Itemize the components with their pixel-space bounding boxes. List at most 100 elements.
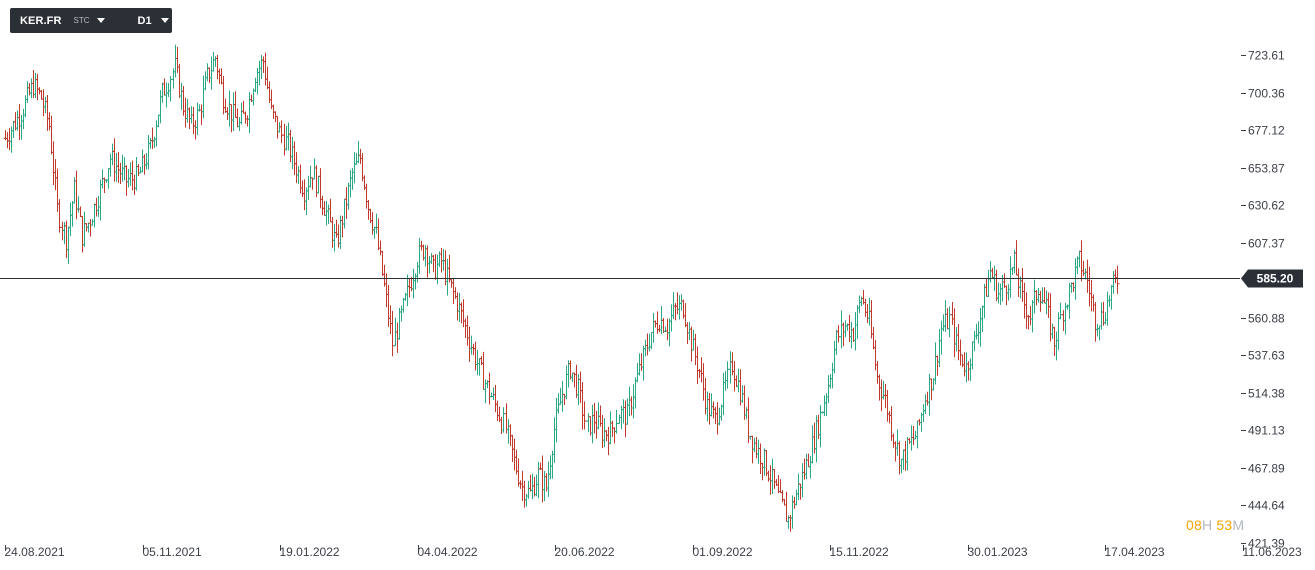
ohlc-bar xyxy=(401,297,406,313)
timeframe-dropdown-chevron-icon[interactable] xyxy=(160,18,169,23)
ohlc-bar xyxy=(919,412,924,432)
ohlc-bar xyxy=(734,375,739,388)
ohlc-bar xyxy=(205,63,210,82)
ohlc-bar xyxy=(219,68,224,85)
ohlc-bar xyxy=(60,221,65,241)
ohlc-bar xyxy=(899,458,904,474)
ohlc-bar xyxy=(132,174,137,196)
ohlc-bar xyxy=(76,196,81,213)
ohlc-bar xyxy=(378,240,383,256)
ohlc-bar xyxy=(160,82,165,103)
ohlc-bar xyxy=(31,69,36,99)
ohlc-bar xyxy=(229,104,234,133)
ohlc-bar xyxy=(483,379,488,404)
ohlc-bar xyxy=(954,327,959,352)
ohlc-bar xyxy=(810,425,815,464)
ohlc-bar xyxy=(493,384,498,413)
ohlc-bar xyxy=(699,357,704,383)
ohlc-bar xyxy=(433,253,438,280)
y-axis-tick-label: 677.12 xyxy=(1248,124,1285,138)
ohlc-bar xyxy=(677,295,682,320)
ohlc-bar xyxy=(728,351,733,384)
ohlc-bar xyxy=(243,111,248,124)
ohlc-bar xyxy=(346,182,351,210)
ohlc-bar xyxy=(320,195,325,216)
symbol-dropdown-chevron-icon[interactable] xyxy=(96,18,105,23)
ohlc-bar xyxy=(1115,265,1120,294)
ohlc-bar xyxy=(348,170,353,198)
ohlc-bar xyxy=(455,292,460,321)
ohlc-bar xyxy=(794,489,799,506)
ohlc-bar xyxy=(1111,270,1116,294)
ohlc-bar xyxy=(1099,302,1104,330)
ohlc-bar xyxy=(1107,295,1112,307)
ohlc-bar xyxy=(152,136,157,148)
ohlc-bar xyxy=(610,420,615,437)
ohlc-bar xyxy=(560,380,565,412)
ohlc-bar xyxy=(542,471,547,502)
ohlc-bar xyxy=(760,462,765,481)
ohlc-bar xyxy=(142,154,147,175)
ohlc-bar xyxy=(1044,290,1049,315)
ohlc-bar xyxy=(891,433,896,448)
ohlc-bar xyxy=(92,203,97,228)
ohlc-bar xyxy=(146,134,151,170)
ohlc-bar xyxy=(177,63,182,98)
symbol-label[interactable]: KER.FR xyxy=(20,14,62,27)
ohlc-bar xyxy=(780,490,785,503)
ohlc-bar xyxy=(312,158,317,180)
ohlc-bar xyxy=(45,95,50,131)
ohlc-bar xyxy=(290,136,295,170)
ohlc-bar xyxy=(540,455,545,503)
y-axis: 723.61 700.36 677.12 653.87 630.62 607.37 560.… xyxy=(1241,49,1285,551)
ohlc-bar xyxy=(298,164,303,194)
ohlc-bar xyxy=(150,127,155,150)
ohlc-bar xyxy=(122,157,127,181)
ohlc-bar xyxy=(1014,240,1019,276)
y-axis-tick-label: 560.88 xyxy=(1248,312,1285,326)
ohlc-bar xyxy=(903,441,908,471)
ohlc-bar xyxy=(88,219,93,237)
ohlc-bar xyxy=(768,465,773,495)
ohlc-bar xyxy=(471,343,476,356)
ohlc-bar xyxy=(629,396,634,416)
ohlc-bar xyxy=(744,407,749,420)
ohlc-bar xyxy=(939,320,944,355)
ohlc-bar xyxy=(1089,280,1094,312)
ohlc-bar xyxy=(1030,299,1035,333)
ohlc-bar xyxy=(166,83,171,97)
ohlc-bar xyxy=(691,329,696,351)
ohlc-bar xyxy=(887,411,892,424)
y-axis-tick-label: 630.62 xyxy=(1248,199,1285,213)
ohlc-bar xyxy=(566,360,571,388)
ohlc-bar xyxy=(1077,250,1082,268)
ohlc-bar xyxy=(532,476,537,497)
x-axis-tick-label: 11.06.2023 xyxy=(1243,545,1302,559)
ohlc-bar xyxy=(43,96,48,114)
ohlc-bar xyxy=(328,198,333,223)
ohlc-bar xyxy=(945,308,950,330)
ohlc-bar xyxy=(828,373,833,389)
ohlc-bar xyxy=(522,480,527,508)
ohlc-bar xyxy=(116,152,121,183)
y-axis-tick-label: 653.87 xyxy=(1248,162,1285,176)
ohlc-bar xyxy=(612,427,617,444)
ohlc-bar xyxy=(510,434,515,463)
ohlc-bar xyxy=(849,321,854,349)
ohlc-bar xyxy=(905,437,910,471)
ohlc-bar xyxy=(41,89,46,117)
ohlc-bar xyxy=(499,416,504,434)
ohlc-bar xyxy=(655,311,660,334)
ohlc-bar xyxy=(544,473,549,492)
timeframe-label[interactable]: D1 xyxy=(137,14,152,27)
ohlc-bar xyxy=(925,391,930,406)
y-axis-tick-label: 444.64 xyxy=(1248,499,1285,513)
ohlc-bar xyxy=(82,211,87,247)
current-price-tag: 585.20 xyxy=(1241,269,1303,288)
ohlc-bar xyxy=(49,115,54,155)
ohlc-bar xyxy=(74,170,79,220)
ohlc-bar xyxy=(23,95,28,118)
ohlc-bar xyxy=(207,67,212,84)
ohlc-bar xyxy=(661,317,666,334)
